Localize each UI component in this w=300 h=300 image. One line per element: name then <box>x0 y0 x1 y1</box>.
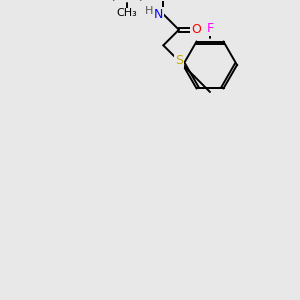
Text: F: F <box>206 22 214 35</box>
Text: N: N <box>154 8 163 21</box>
Text: S: S <box>175 54 183 68</box>
Text: O: O <box>191 23 201 36</box>
Text: N: N <box>154 0 164 1</box>
Text: CH₃: CH₃ <box>117 8 138 18</box>
Text: H: H <box>145 6 154 16</box>
Text: H: H <box>165 0 173 1</box>
